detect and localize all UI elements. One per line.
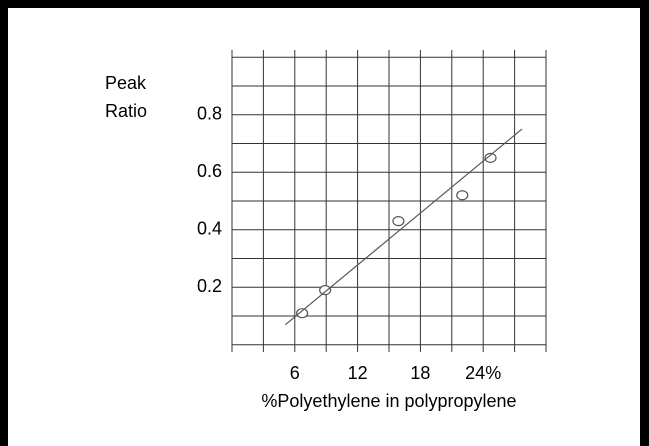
x-axis-label: %Polyethylene in polypropylene xyxy=(261,391,516,411)
data-point xyxy=(484,152,497,163)
data-point xyxy=(319,285,332,296)
y-tick-label: 0.4 xyxy=(197,219,222,239)
fit-line xyxy=(284,128,523,326)
x-tick-label: 6 xyxy=(290,363,300,383)
frame-right xyxy=(640,0,649,446)
data-point xyxy=(392,216,405,227)
data-point xyxy=(296,308,309,319)
y-axis-label: Peak xyxy=(105,73,147,93)
frame-top xyxy=(0,0,649,8)
data-point xyxy=(456,190,469,201)
frame-left xyxy=(0,0,8,446)
x-tick-label: 12 xyxy=(348,363,368,383)
x-tick-label: 24% xyxy=(465,363,501,383)
y-axis-label: Ratio xyxy=(105,101,147,121)
y-tick-label: 0.2 xyxy=(197,276,222,296)
y-tick-label: 0.6 xyxy=(197,161,222,181)
y-tick-label: 0.8 xyxy=(197,103,222,123)
x-tick-label: 18 xyxy=(410,363,430,383)
